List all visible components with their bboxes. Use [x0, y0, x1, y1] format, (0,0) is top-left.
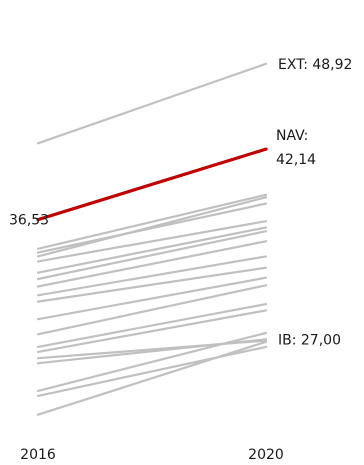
series-line-nav	[36, 147, 268, 222]
series-line-11	[36, 266, 268, 303]
series-line-7	[36, 226, 268, 274]
series-line-10	[36, 255, 268, 297]
series-labels: EXT: 48,92 NAV: 42,14 36,53 IB: 27,00	[9, 57, 352, 348]
series-line-5	[36, 202, 268, 254]
x-tick-2016: 2016	[20, 447, 56, 463]
series-line-20	[36, 340, 268, 416]
series-line-19	[36, 345, 268, 397]
series-line-12	[36, 276, 268, 321]
series-line-18	[36, 331, 268, 392]
series-line-15	[36, 309, 268, 353]
series-line-3	[36, 193, 268, 250]
series-line-6	[36, 220, 268, 263]
series-line-13	[36, 284, 268, 336]
series-line-ib	[36, 338, 268, 365]
series-lines	[36, 62, 268, 416]
end-label-ib: IB: 27,00	[278, 332, 341, 348]
start-label-nav: 36,53	[9, 213, 49, 229]
end-label-ext: EXT: 48,92	[278, 57, 352, 73]
series-line-4	[36, 196, 268, 258]
series-line-ext	[36, 62, 268, 145]
x-tick-2020: 2020	[248, 447, 284, 463]
series-line-14	[36, 303, 268, 348]
series-line-9	[36, 240, 268, 288]
series-line-8	[36, 230, 268, 281]
end-label-nav: NAV: 42,14	[276, 128, 316, 168]
x-axis: 2016 2020	[20, 447, 284, 463]
